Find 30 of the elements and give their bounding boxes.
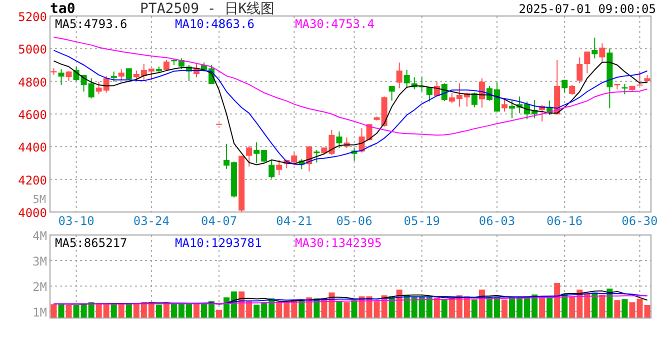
xtick: 05-19 [404, 214, 440, 228]
legend: MA30:1342395 [295, 236, 382, 250]
ytick: 4400 [18, 140, 47, 155]
ytick: 4800 [18, 75, 47, 90]
ytick: 3M [32, 254, 47, 269]
legend: MA5:4793.6 [55, 17, 128, 31]
legend: MA10:4863.6 [175, 17, 254, 31]
title: PTA2509 - 日K线图 [140, 1, 275, 17]
annotation: 5M [32, 193, 46, 206]
xtick: 03-24 [133, 214, 170, 228]
xtick: 05-06 [336, 214, 372, 228]
ytick: 4M [32, 229, 47, 243]
xtick: 06-30 [622, 214, 658, 228]
legend: MA10:1293781 [175, 236, 262, 250]
ytick: 5200 [18, 10, 47, 24]
ytick: 4000 [18, 206, 47, 220]
ytick: 4200 [18, 173, 47, 188]
ytick: 1M [32, 306, 47, 320]
ytick: 4600 [18, 108, 47, 122]
legend: MA30:4753.4 [295, 17, 374, 31]
xtick: 06-03 [478, 214, 516, 228]
annotation: ta0 [50, 1, 76, 17]
xtick: 04-07 [200, 214, 238, 228]
annotation: 2025-07-01 09:00:05 [518, 2, 656, 16]
xtick: 04-21 [276, 214, 312, 228]
ytick: 2M [32, 280, 47, 294]
ytick: 5000 [18, 42, 47, 57]
xtick: 06-16 [546, 214, 583, 228]
xtick: 03-10 [58, 214, 94, 228]
legend: MA5:865217 [55, 236, 128, 250]
